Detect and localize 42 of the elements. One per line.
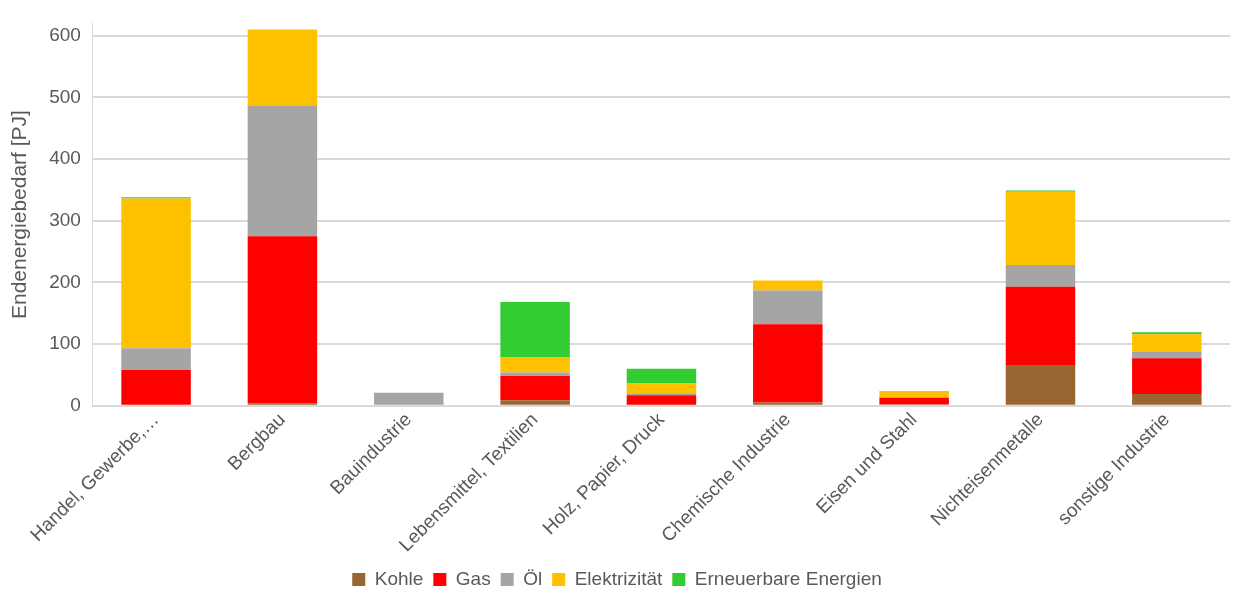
bar: [121, 369, 191, 405]
legend-label: Kohle: [374, 567, 424, 589]
bar: [1132, 351, 1202, 359]
y-tick-label: 0: [70, 393, 81, 415]
bar: [500, 356, 570, 373]
bar: [1005, 286, 1076, 365]
y-tick-label: 400: [49, 147, 81, 169]
bar: [626, 368, 697, 383]
bar: [247, 236, 318, 404]
bar: [879, 390, 949, 398]
legend-label: Gas: [455, 567, 491, 589]
bar: [247, 106, 318, 237]
bar: [1132, 393, 1202, 405]
y-axis-title: Endenergiebedarf [PJ]: [7, 110, 31, 320]
y-tick-label: 200: [49, 270, 81, 292]
y-tick-label: 500: [49, 85, 81, 107]
bar: [247, 29, 318, 107]
bar: [1005, 265, 1076, 287]
legend-label: Erneuerbare Energien: [694, 567, 882, 589]
bar: [626, 382, 697, 394]
bar: [753, 402, 823, 405]
bar: [1132, 358, 1202, 394]
bar: [753, 324, 823, 403]
legend-label: Öl: [523, 567, 543, 589]
bar: [1132, 334, 1202, 352]
legend-label: Elektrizität: [574, 567, 664, 589]
bar: [753, 280, 823, 291]
bar: [1005, 191, 1076, 266]
bar: [500, 302, 570, 357]
bar: [500, 372, 570, 377]
bar: [879, 397, 949, 405]
bar: [753, 290, 823, 325]
bar: [626, 395, 697, 405]
bar: [500, 400, 570, 405]
y-tick-label: 300: [49, 208, 81, 230]
bar: [121, 348, 191, 370]
bar: [121, 198, 191, 349]
y-tick-label: 600: [49, 23, 81, 45]
y-tick-label: 100: [49, 332, 81, 354]
bar: [1005, 365, 1076, 405]
bar: [500, 376, 570, 401]
bar: [374, 392, 444, 405]
